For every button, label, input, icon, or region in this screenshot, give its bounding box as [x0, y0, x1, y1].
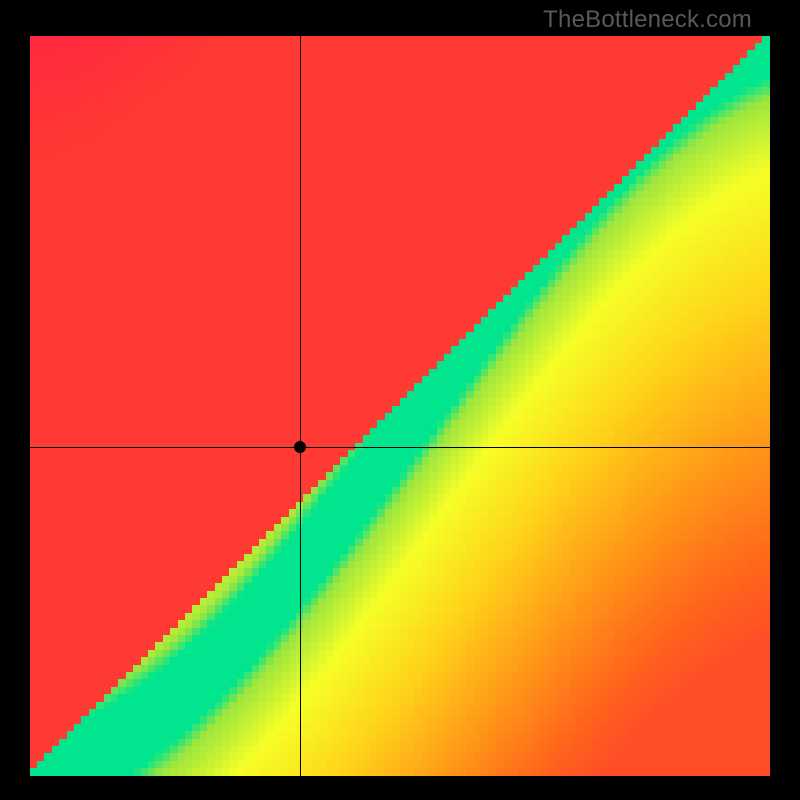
heatmap-canvas: [30, 36, 770, 776]
crosshair-vertical: [300, 36, 301, 776]
marker-dot: [294, 441, 306, 453]
plot-area: [30, 36, 770, 776]
crosshair-horizontal: [30, 447, 770, 448]
chart-frame: TheBottleneck.com: [0, 0, 800, 800]
watermark-text: TheBottleneck.com: [543, 6, 752, 34]
